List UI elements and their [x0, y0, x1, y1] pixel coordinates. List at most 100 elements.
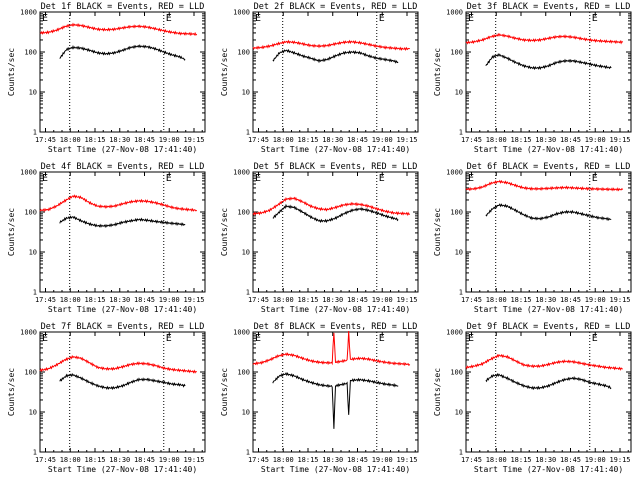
y-axis-label: Counts/sec	[7, 208, 16, 256]
x-axis-label: Start Time (27-Nov-08 17:41:40)	[261, 145, 410, 154]
x-tick-label: 18:30	[535, 136, 556, 144]
x-tick-label: 19:15	[183, 456, 204, 464]
x-tick-label: 18:30	[535, 456, 556, 464]
x-tick-label: 18:30	[109, 296, 130, 304]
y-tick-label: 10	[29, 89, 37, 97]
series-line-lld	[39, 194, 198, 213]
y-tick-label: 1	[33, 129, 37, 137]
interval-marker-label: E	[255, 13, 261, 24]
y-tick-label: 1	[459, 449, 463, 457]
x-tick-label: 19:15	[183, 296, 204, 304]
x-tick-label: 17:45	[35, 136, 56, 144]
series-line-events	[59, 372, 186, 391]
x-tick-label: 18:00	[273, 296, 294, 304]
x-tick-label: 18:00	[273, 456, 294, 464]
x-tick-label: 18:00	[60, 136, 81, 144]
y-axis-label: Counts/sec	[433, 48, 442, 96]
x-tick-label: 18:00	[486, 296, 507, 304]
interval-marker-label: E	[468, 333, 474, 344]
x-tick-label: 18:45	[347, 296, 368, 304]
y-tick-label: 1000	[20, 169, 37, 177]
x-tick-label: 18:30	[322, 296, 343, 304]
y-tick-label: 100	[237, 369, 250, 377]
plot-frame	[465, 171, 632, 293]
y-tick-label: 1000	[233, 169, 250, 177]
panel-title: Det 9f BLACK = Events, RED = LLD	[467, 322, 631, 332]
x-tick-label: 18:15	[510, 136, 531, 144]
x-axis-label: Start Time (27-Nov-08 17:41:40)	[474, 465, 623, 474]
y-tick-label: 1	[33, 449, 37, 457]
y-axis-label: Counts/sec	[220, 368, 229, 416]
panel-title: Det 6f BLACK = Events, RED = LLD	[467, 162, 631, 172]
x-axis-label: Start Time (27-Nov-08 17:41:40)	[261, 465, 410, 474]
y-tick-label: 1000	[233, 9, 250, 17]
x-tick-label: 18:15	[297, 456, 318, 464]
detector-panel-9: Det 9f BLACK = Events, RED = LLD 1 10 100 10…	[433, 322, 632, 474]
plot-frame	[252, 11, 419, 133]
series-line-events	[485, 53, 612, 71]
x-tick-label: 19:00	[372, 136, 393, 144]
y-tick-label: 100	[450, 209, 463, 217]
interval-marker-label: E	[592, 13, 598, 24]
interval-marker-label: E	[166, 333, 172, 344]
x-tick-label: 19:00	[159, 136, 180, 144]
x-tick-label: 18:45	[134, 136, 155, 144]
y-tick-label: 1000	[446, 329, 463, 337]
x-tick-label: 18:00	[60, 456, 81, 464]
x-tick-label: 19:15	[396, 456, 417, 464]
x-tick-label: 17:45	[35, 456, 56, 464]
x-tick-label: 19:00	[159, 456, 180, 464]
series-line-lld	[465, 353, 623, 371]
detector-panel-2: Det 2f BLACK = Events, RED = LLD 1 10 100 10…	[220, 2, 419, 154]
y-axis-label: Counts/sec	[220, 208, 229, 256]
panel-title: Det 5f BLACK = Events, RED = LLD	[254, 162, 418, 172]
x-tick-label: 17:45	[35, 296, 56, 304]
x-tick-label: 18:45	[560, 296, 581, 304]
interval-marker-label: E	[468, 13, 474, 24]
y-tick-label: 1000	[20, 329, 37, 337]
x-tick-label: 18:45	[560, 136, 581, 144]
series-line-events	[272, 372, 399, 429]
x-axis-label: Start Time (27-Nov-08 17:41:40)	[48, 145, 197, 154]
y-tick-label: 10	[242, 89, 250, 97]
interval-marker-label: E	[468, 173, 474, 184]
detector-panel-7: Det 7f BLACK = Events, RED = LLD 1 10 100 10…	[7, 322, 206, 474]
detector-panel-3: Det 3f BLACK = Events, RED = LLD 1 10 100 10…	[433, 2, 632, 154]
series-line-events	[272, 48, 399, 64]
x-axis-label: Start Time (27-Nov-08 17:41:40)	[474, 305, 623, 314]
series-line-lld	[39, 354, 198, 374]
panel-title: Det 2f BLACK = Events, RED = LLD	[254, 2, 418, 12]
x-tick-label: 19:15	[396, 136, 417, 144]
interval-marker-label: E	[379, 173, 385, 184]
x-tick-label: 17:45	[248, 136, 269, 144]
detector-panel-6: Det 6f BLACK = Events, RED = LLD 1 10 100 10…	[433, 162, 632, 314]
detector-panel-5: Det 5f BLACK = Events, RED = LLD 1 10 100 10…	[220, 162, 419, 314]
series-line-lld	[252, 330, 411, 367]
x-tick-label: 18:15	[84, 136, 105, 144]
y-axis-label: Counts/sec	[433, 368, 442, 416]
series-line-lld	[252, 196, 411, 216]
series-line-events	[485, 203, 612, 222]
panel-title: Det 7f BLACK = Events, RED = LLD	[41, 322, 205, 332]
plot-frame	[252, 331, 419, 453]
interval-marker-label: E	[592, 333, 598, 344]
x-tick-label: 19:15	[396, 296, 417, 304]
y-axis-label: Counts/sec	[7, 368, 16, 416]
panel-title: Det 1f BLACK = Events, RED = LLD	[41, 2, 205, 12]
y-tick-label: 1	[33, 289, 37, 297]
interval-marker-label: E	[42, 173, 48, 184]
y-axis-label: Counts/sec	[433, 208, 442, 256]
x-tick-label: 18:30	[109, 456, 130, 464]
y-tick-label: 10	[242, 409, 250, 417]
x-tick-label: 19:15	[609, 136, 630, 144]
x-tick-label: 17:45	[248, 456, 269, 464]
x-tick-label: 18:15	[510, 456, 531, 464]
x-tick-label: 18:30	[109, 136, 130, 144]
panel-title: Det 8f BLACK = Events, RED = LLD	[254, 322, 418, 332]
y-tick-label: 100	[24, 209, 37, 217]
detector-panel-8: Det 8f BLACK = Events, RED = LLD 1 10 100 10…	[220, 322, 419, 474]
interval-marker-label: E	[42, 13, 48, 24]
interval-marker-label: E	[379, 13, 385, 24]
interval-marker-label: E	[255, 173, 261, 184]
x-tick-label: 18:45	[134, 296, 155, 304]
